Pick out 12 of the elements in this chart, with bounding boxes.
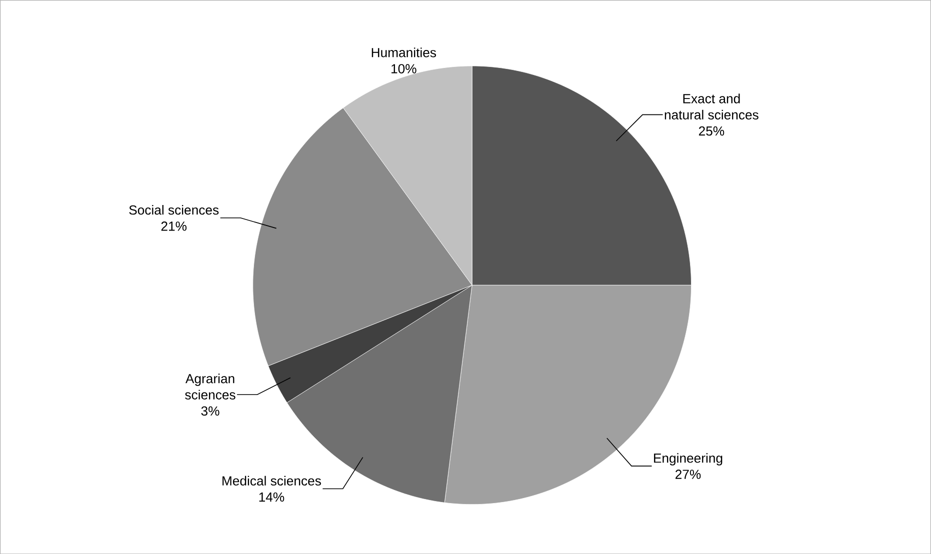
- slice-label: Social sciences: [129, 204, 219, 215]
- data-label: 21%: [161, 221, 187, 231]
- slice-label: Exact and natural sciences: [664, 94, 758, 120]
- data-label: 3%: [201, 406, 220, 416]
- data-label: 14%: [259, 492, 284, 502]
- data-label: 10%: [392, 64, 416, 74]
- slice-label: Humanities: [372, 47, 436, 58]
- data-label: 25%: [698, 126, 724, 136]
- slice-label: Agrarian sciences: [185, 374, 236, 400]
- slice-label: Medical sciences: [222, 476, 321, 486]
- slice-label: Engineering: [654, 453, 722, 466]
- data-label: 27%: [676, 470, 701, 479]
